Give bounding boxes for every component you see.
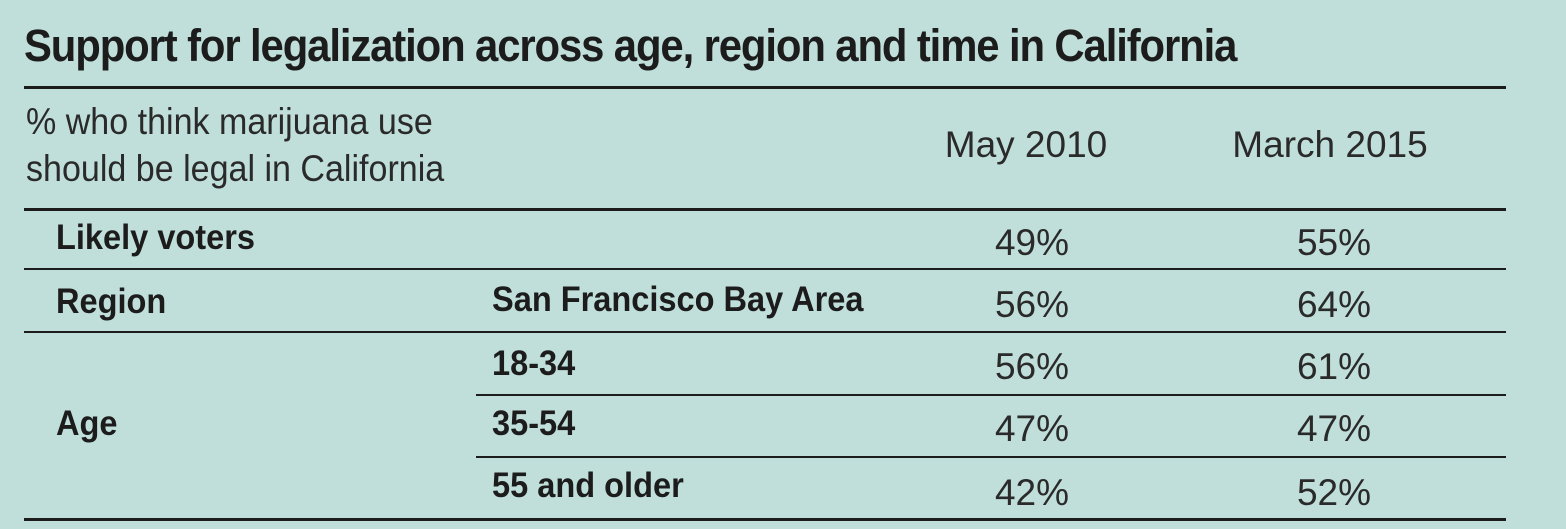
- row-sublabel-sf-bay-area: San Francisco Bay Area: [492, 280, 864, 319]
- title-rule: [24, 86, 1506, 89]
- row-label-likely-voters: Likely voters: [56, 218, 256, 257]
- row-rule-2: [24, 331, 1506, 333]
- row-rule-4: [476, 456, 1506, 458]
- row-label-region: Region: [56, 282, 167, 321]
- row-rule-1: [24, 268, 1506, 270]
- value-likely-voters-2015: 55%: [1296, 222, 1372, 263]
- value-likely-voters-2010: 49%: [994, 222, 1070, 263]
- row-label-age: Age: [56, 404, 118, 443]
- page-title: Support for legalization across age, reg…: [24, 20, 1237, 71]
- value-55-and-older-2015: 52%: [1296, 472, 1372, 513]
- value-55-and-older-2010: 42%: [994, 472, 1070, 513]
- subtitle-line-2: should be legal in California: [26, 148, 445, 189]
- bottom-rule: [24, 518, 1506, 521]
- value-18-34-2010: 56%: [994, 346, 1070, 387]
- subtitle-line-1: % who think marijuana use: [26, 101, 433, 142]
- value-sf-bay-area-2010: 56%: [994, 284, 1070, 325]
- column-header-may-2010: May 2010: [944, 124, 1108, 165]
- value-18-34-2015: 61%: [1296, 346, 1372, 387]
- column-header-march-2015: March 2015: [1232, 124, 1428, 165]
- value-sf-bay-area-2015: 64%: [1296, 284, 1372, 325]
- value-35-54-2015: 47%: [1296, 408, 1372, 449]
- table-subtitle: % who think marijuana use should be lega…: [26, 98, 444, 192]
- row-sublabel-55-and-older: 55 and older: [492, 466, 684, 505]
- row-rule-3: [476, 394, 1506, 396]
- row-sublabel-18-34: 18-34: [492, 344, 576, 383]
- value-35-54-2010: 47%: [994, 408, 1070, 449]
- header-rule: [24, 208, 1506, 211]
- row-sublabel-35-54: 35-54: [492, 404, 576, 443]
